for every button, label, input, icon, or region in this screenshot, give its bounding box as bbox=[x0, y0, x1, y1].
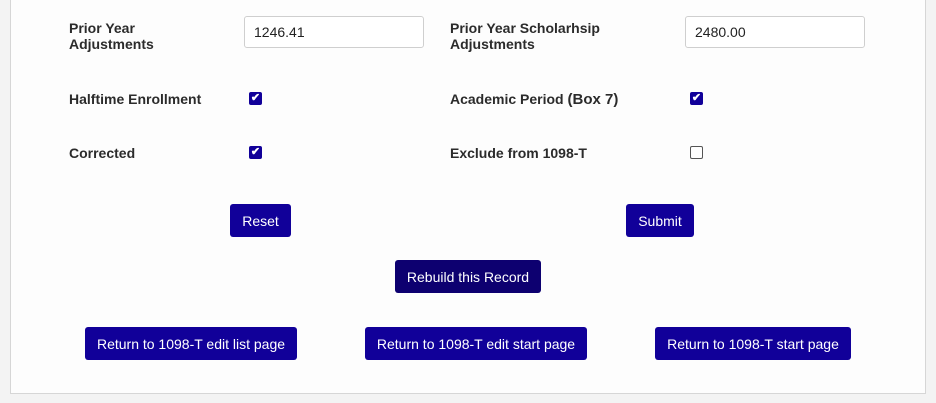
prior-year-adjustments-label: Prior Year Adjustments bbox=[69, 20, 154, 52]
rebuild-record-button[interactable]: Rebuild this Record bbox=[395, 260, 541, 293]
halftime-enrollment-label: Halftime Enrollment bbox=[69, 91, 202, 107]
academic-period-checkbox[interactable]: ✔ bbox=[690, 92, 703, 105]
corrected-checkbox[interactable]: ✔ bbox=[249, 146, 262, 159]
return-start-button[interactable]: Return to 1098-T start page bbox=[655, 327, 851, 360]
return-edit-list-button[interactable]: Return to 1098-T edit list page bbox=[85, 327, 297, 360]
return-edit-start-button[interactable]: Return to 1098-T edit start page bbox=[365, 327, 587, 360]
exclude-1098t-label: Exclude from 1098-T bbox=[450, 145, 587, 161]
halftime-enrollment-checkbox[interactable]: ✔ bbox=[249, 92, 262, 105]
corrected-label: Corrected bbox=[69, 145, 136, 161]
academic-period-label: Academic Period (Box 7) bbox=[450, 91, 619, 108]
reset-button[interactable]: Reset bbox=[230, 204, 291, 237]
prior-year-adjustments-input[interactable] bbox=[244, 16, 424, 48]
prior-year-scholarship-adjustments-input[interactable] bbox=[685, 16, 865, 48]
submit-button[interactable]: Submit bbox=[626, 204, 694, 237]
prior-year-scholarship-adjustments-label: Prior Year Scholarhsip Adjustments bbox=[450, 20, 600, 52]
exclude-1098t-checkbox[interactable] bbox=[690, 146, 703, 159]
